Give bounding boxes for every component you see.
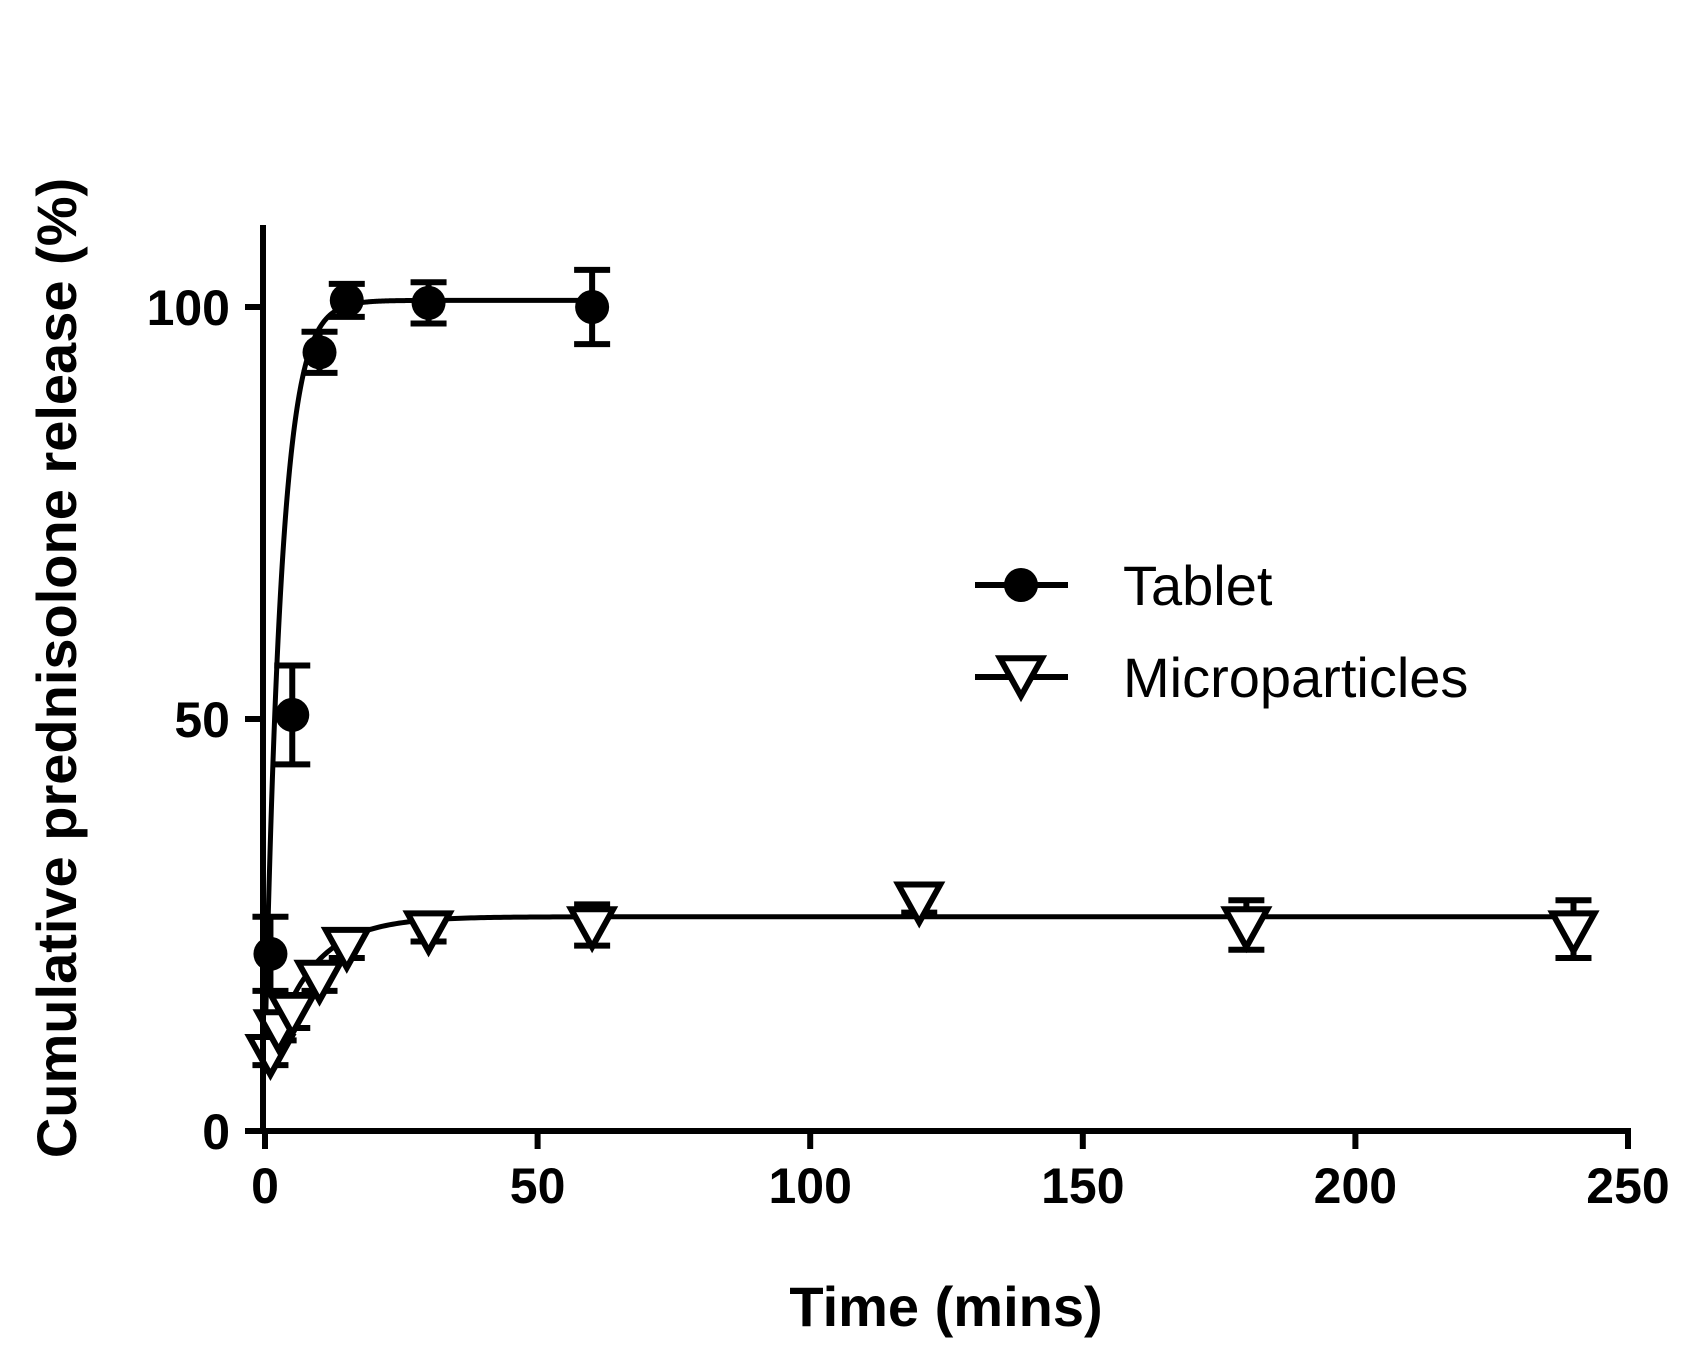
x-ticks: 0 50 100 150 200 250 [251, 1131, 1670, 1214]
data-point-tablet [275, 697, 310, 732]
x-axis-title: Time (mins) [789, 1275, 1102, 1338]
y-axis-title: Cumulative prednisolone release (%) [25, 178, 88, 1158]
y-tick-label: 100 [147, 280, 230, 336]
x-tick-label: 100 [768, 1158, 851, 1214]
x-tick-label: 150 [1041, 1158, 1124, 1214]
data-point-tablet [253, 936, 288, 971]
legend-item-tablet: Tablet [975, 554, 1273, 617]
data-point-microparticles [566, 906, 619, 954]
x-tick-label: 0 [251, 1158, 279, 1214]
data-point-microparticles [402, 910, 455, 958]
legend: Tablet Microparticles [975, 554, 1468, 709]
axes [260, 225, 1631, 1134]
legend-label: Tablet [1123, 554, 1273, 617]
legend-label: Microparticles [1123, 646, 1468, 709]
x-tick-label: 200 [1314, 1158, 1397, 1214]
fit-curve-microparticles [262, 914, 1574, 1074]
y-tick-label: 50 [174, 692, 230, 748]
data-point-tablet [329, 283, 364, 318]
data-point-microparticles [1220, 906, 1273, 954]
y-tick-label: 0 [202, 1104, 230, 1160]
data-point-tablet [575, 290, 610, 324]
legend-marker-circle [1004, 568, 1038, 602]
data-point-microparticles [266, 992, 319, 1040]
data-point-tablet [411, 285, 446, 320]
data-point-tablet [302, 335, 337, 370]
data-point-microparticles [1547, 910, 1600, 958]
x-tick-label: 50 [510, 1158, 566, 1214]
x-tick-label: 250 [1586, 1158, 1669, 1214]
legend-marker-triangle [994, 655, 1048, 703]
data-point-microparticles [320, 926, 373, 974]
data-point-microparticles [293, 959, 346, 1007]
data-point-microparticles [893, 881, 946, 929]
y-ticks: 0 50 100 [147, 280, 263, 1160]
legend-item-microparticles: Microparticles [975, 646, 1468, 709]
